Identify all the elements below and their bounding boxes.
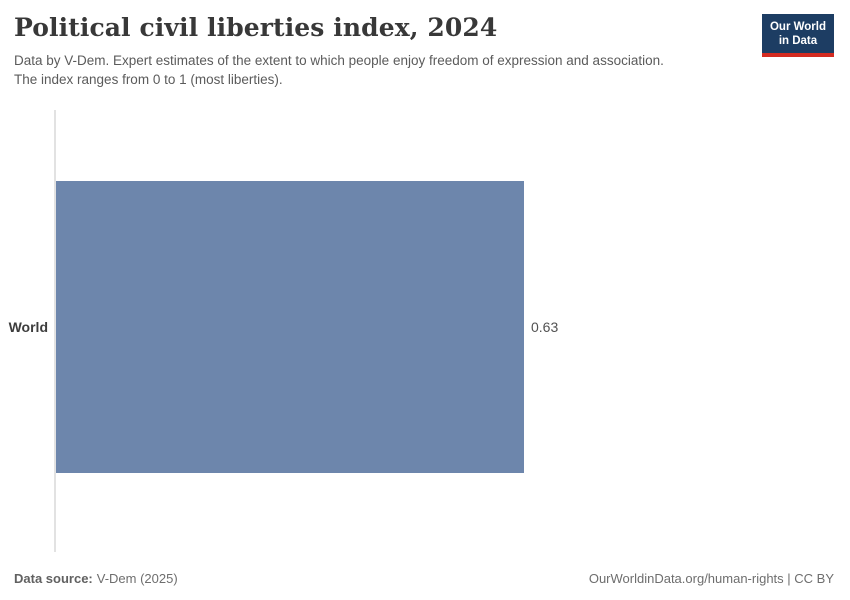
- logo-line-2: in Data: [778, 35, 818, 48]
- footer-url-license[interactable]: OurWorldinData.org/human-rights | CC BY: [588, 571, 834, 586]
- data-source-label: Data source:: [14, 571, 93, 586]
- chart-footer: Data source: V-Dem (2025) OurWorldinData.…: [14, 571, 834, 586]
- subtitle-line-2: The index ranges from 0 to 1 (most liber…: [14, 71, 283, 87]
- logo-line-1: Our World: [769, 21, 826, 33]
- chart-subtitle: Data by V-Dem. Expert estimates of the e…: [14, 52, 664, 89]
- y-axis-line: [54, 110, 56, 552]
- chart-title: Political civil liberties index, 2024: [14, 13, 498, 42]
- data-source-value: V-Dem (2025): [96, 571, 178, 586]
- bar-category-label: World: [8, 319, 48, 335]
- subtitle-line-1: Data by V-Dem. Expert estimates of the e…: [14, 53, 664, 68]
- bar-value-label: 0.63: [531, 319, 559, 335]
- owid-logo[interactable]: Our World in Data: [761, 14, 834, 57]
- data-source: Data source: V-Dem (2025): [14, 571, 178, 586]
- bar-world[interactable]: [56, 181, 524, 473]
